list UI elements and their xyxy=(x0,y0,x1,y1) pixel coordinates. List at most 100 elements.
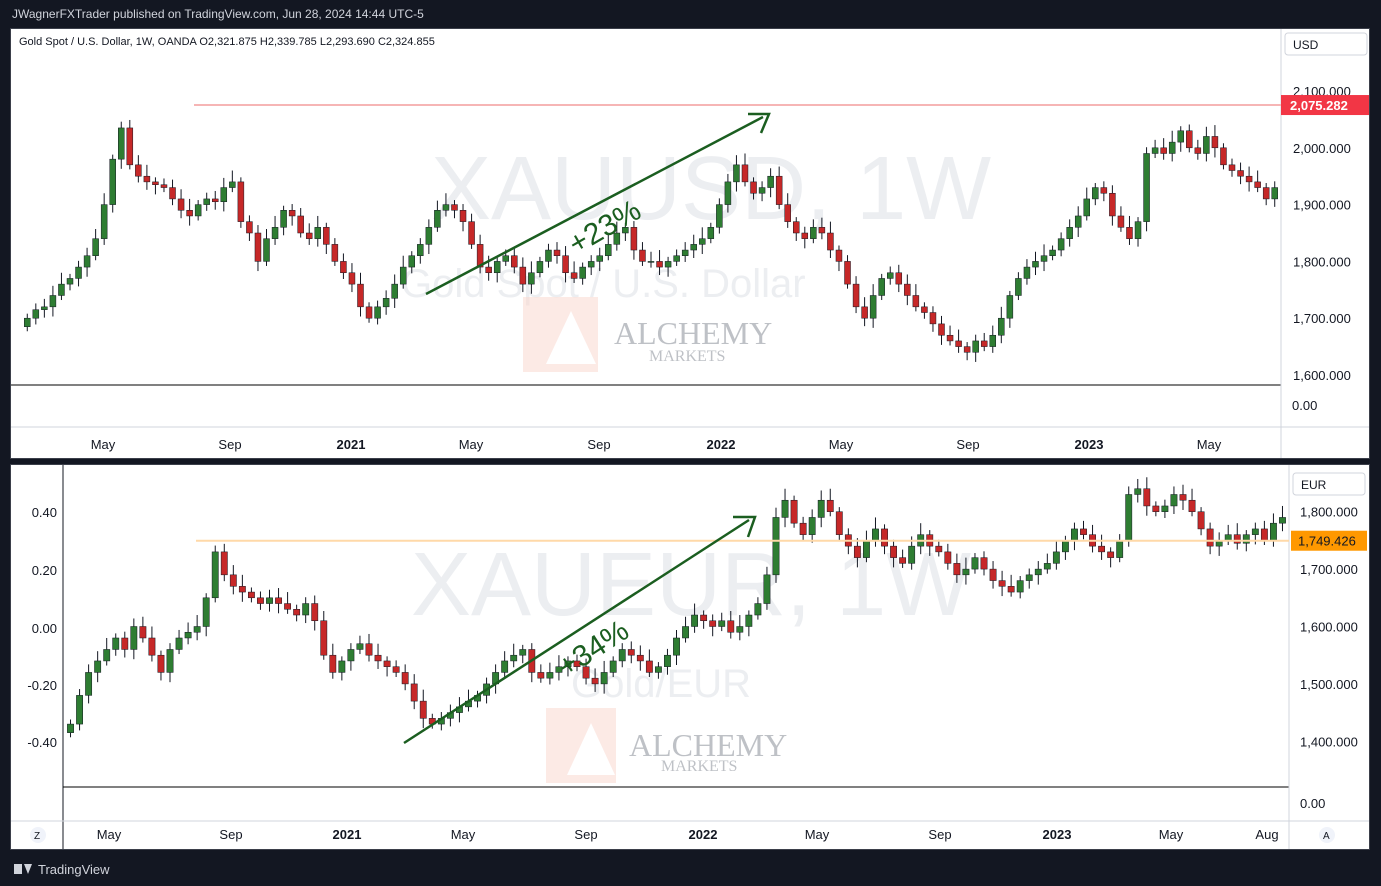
candle-body xyxy=(184,631,192,639)
candle-body xyxy=(826,499,834,512)
candle-body xyxy=(177,198,185,211)
alchemy-wordmark: ALCHEMY xyxy=(629,727,787,763)
xauusd-chart-panel[interactable]: XAUUSD, 1W Gold Spot / U.S. Dollar ALCHE… xyxy=(10,28,1370,459)
price-tick-label: 1,500.000 xyxy=(1300,677,1358,692)
footer-brand: TradingView xyxy=(38,861,110,877)
candle-body xyxy=(510,654,518,662)
candle-body xyxy=(537,672,545,679)
candle-body xyxy=(331,244,339,262)
time-tick-label: 2021 xyxy=(337,437,366,452)
candle-body xyxy=(1143,488,1151,507)
candle-body xyxy=(1071,528,1078,541)
candle-body xyxy=(1025,574,1033,581)
candle-body xyxy=(417,244,424,256)
candle-body xyxy=(1254,181,1261,188)
currency-button[interactable] xyxy=(1284,32,1368,56)
currency-label: EUR xyxy=(1301,478,1327,492)
candle-body xyxy=(1194,147,1202,154)
candle-body xyxy=(1092,187,1099,200)
candle-body xyxy=(801,232,809,239)
candle-body xyxy=(989,568,997,581)
candle-body xyxy=(938,323,945,336)
candle-body xyxy=(112,637,120,650)
price-tick-label: 2,000.000 xyxy=(1293,141,1351,156)
candle-body xyxy=(502,255,509,262)
candle-body xyxy=(600,672,608,685)
time-tick-label: May xyxy=(1197,437,1222,452)
candle-body xyxy=(1006,295,1014,319)
price-axis[interactable]: 2,100.0002,000.0001,900.0001,800.0001,70… xyxy=(1293,84,1351,383)
candle-body xyxy=(311,603,319,622)
alchemy-markets: MARKETS xyxy=(661,758,737,775)
candle-body xyxy=(750,181,757,194)
candle-body xyxy=(408,255,416,268)
candle-body xyxy=(908,545,916,564)
candle-body xyxy=(193,626,201,633)
candle-body xyxy=(881,528,888,547)
candle-body xyxy=(1188,499,1196,512)
alchemy-logo: ALCHEMY MARKETS xyxy=(546,708,787,783)
candle-body xyxy=(476,244,484,268)
candle-body xyxy=(212,198,219,203)
candle-body xyxy=(890,545,897,558)
time-axis[interactable]: May Sep 2021 May Sep 2022 May Sep 2023 May xyxy=(91,437,1222,452)
candle-body xyxy=(135,164,142,177)
alchemy-markets: MARKETS xyxy=(649,348,725,365)
trend-arrow-up xyxy=(425,112,771,296)
candle-body xyxy=(356,643,364,650)
candle-body xyxy=(872,528,879,541)
candle-body xyxy=(166,649,174,673)
price-tick-label: 1,400.000 xyxy=(1300,734,1358,749)
candle-body xyxy=(886,272,894,279)
candle-body xyxy=(772,517,780,576)
candle-body xyxy=(451,204,458,211)
price-tick-label: 1,600.000 xyxy=(1300,620,1358,635)
price-label xyxy=(1291,530,1367,551)
candle-body xyxy=(971,557,979,570)
indicator-axis[interactable]: 0.40 0.20 0.00 -0.20 -0.40 xyxy=(27,505,57,750)
candle-body xyxy=(904,283,911,296)
candle-body xyxy=(83,255,91,268)
candle-body xyxy=(419,700,427,719)
xaueur-chart-panel[interactable]: XAUEUR, 1W Gold/EUR ALCHEMY MARKETS 0.40… xyxy=(10,464,1370,850)
candle-body xyxy=(944,551,952,564)
candle-body xyxy=(1125,494,1133,541)
candle-body xyxy=(1057,238,1065,251)
candle-body xyxy=(254,232,262,262)
candle-body xyxy=(1023,266,1031,279)
candle-body xyxy=(699,238,706,245)
auto-scale-a-button[interactable] xyxy=(1319,827,1335,843)
candle-body xyxy=(220,551,228,576)
candle-body xyxy=(238,586,246,593)
candle-body xyxy=(1116,540,1124,558)
auto-scale-z-button[interactable] xyxy=(30,827,46,843)
candle-body xyxy=(320,620,328,656)
candle-body xyxy=(700,614,708,622)
candle-body xyxy=(365,306,373,319)
candle-body xyxy=(1151,147,1159,154)
candle-body xyxy=(609,660,617,673)
currency-button[interactable] xyxy=(1292,472,1366,496)
candle-body xyxy=(32,309,40,319)
candle-body xyxy=(263,238,270,262)
candle-body xyxy=(953,563,961,576)
candle-body xyxy=(67,723,74,733)
candle-body xyxy=(664,261,672,268)
xaueur-chart[interactable]: XAUEUR, 1W Gold/EUR ALCHEMY MARKETS 0.40… xyxy=(11,465,1369,849)
candle-body xyxy=(869,295,877,319)
candle-body xyxy=(49,295,57,308)
price-axis[interactable]: 1,800.000 1,700.000 1,600.000 1,500.000 1,40… xyxy=(1300,505,1358,750)
candle-body xyxy=(374,306,381,319)
time-tick-label: Sep xyxy=(928,827,951,842)
time-tick-label: May xyxy=(1159,827,1184,842)
candle-body xyxy=(1242,534,1250,544)
time-axis[interactable]: May Sep 2021 May Sep 2022 May Sep 2023 May Aug xyxy=(97,827,1279,842)
footer-bar: TradingView xyxy=(0,852,1381,886)
candle-body xyxy=(630,227,638,251)
candle-body xyxy=(955,340,962,347)
candle-body xyxy=(573,660,581,667)
candle-body xyxy=(75,266,82,279)
time-tick-label: 2023 xyxy=(1043,827,1072,842)
xauusd-chart[interactable]: XAUUSD, 1W Gold Spot / U.S. Dollar ALCHE… xyxy=(11,29,1369,458)
time-tick-label: May xyxy=(829,437,854,452)
